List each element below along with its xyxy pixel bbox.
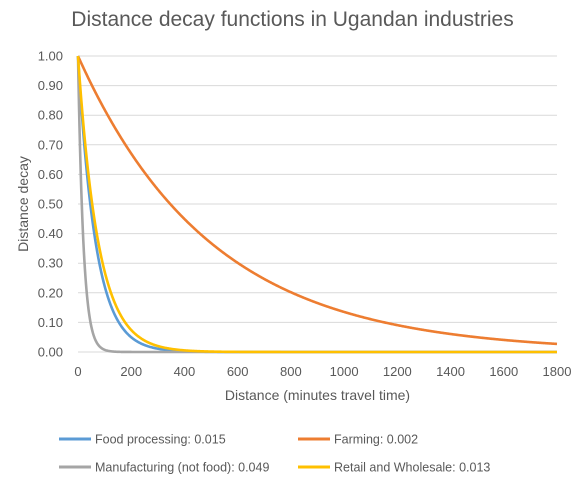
legend: Food processing: 0.015 Farming: 0.002 Manu… <box>59 433 490 475</box>
x-tick-label: 0 <box>74 364 81 379</box>
legend-label: Retail and Wholesale: 0.013 <box>334 461 490 475</box>
x-axis-label: Distance (minutes travel time) <box>225 387 410 403</box>
y-tick-label: 0.60 <box>38 167 63 182</box>
y-tick-label: 1.00 <box>38 49 63 64</box>
y-tick-label: 0.80 <box>38 108 63 123</box>
y-tick-label: 0.90 <box>38 78 63 93</box>
x-tick-label: 1400 <box>436 364 465 379</box>
y-tick-label: 0.70 <box>38 137 63 152</box>
chart-title: Distance decay functions in Ugandan indu… <box>71 8 514 31</box>
series-line <box>76 55 558 354</box>
y-axis-ticks: 0.00 0.10 0.20 0.30 0.40 0.50 0.60 0.70 0.80 0.90… <box>38 49 63 360</box>
series-lines <box>76 55 558 354</box>
y-tick-label: 0.20 <box>38 285 63 300</box>
x-axis-ticks: 0 200 400 600 800 1000 1200 1400 1600 1800 <box>74 364 571 379</box>
x-tick-label: 800 <box>280 364 302 379</box>
legend-label: Food processing: 0.015 <box>95 433 226 447</box>
x-tick-label: 1200 <box>383 364 412 379</box>
legend-label: Farming: 0.002 <box>334 433 418 447</box>
x-tick-label: 1600 <box>489 364 518 379</box>
series-line <box>76 55 558 346</box>
x-tick-label: 1800 <box>543 364 572 379</box>
x-tick-label: 1000 <box>330 364 359 379</box>
y-tick-label: 0.10 <box>38 315 63 330</box>
y-tick-label: 0.30 <box>38 256 63 271</box>
y-tick-label: 0.40 <box>38 226 63 241</box>
y-axis-label: Distance decay <box>15 156 31 252</box>
x-tick-label: 600 <box>227 364 249 379</box>
legend-label: Manufacturing (not food): 0.049 <box>95 461 269 475</box>
grid-lines <box>78 55 557 323</box>
y-tick-label: 0.50 <box>38 197 63 212</box>
x-tick-label: 400 <box>174 364 196 379</box>
y-tick-label: 0.00 <box>38 345 63 360</box>
x-tick-label: 200 <box>120 364 142 379</box>
